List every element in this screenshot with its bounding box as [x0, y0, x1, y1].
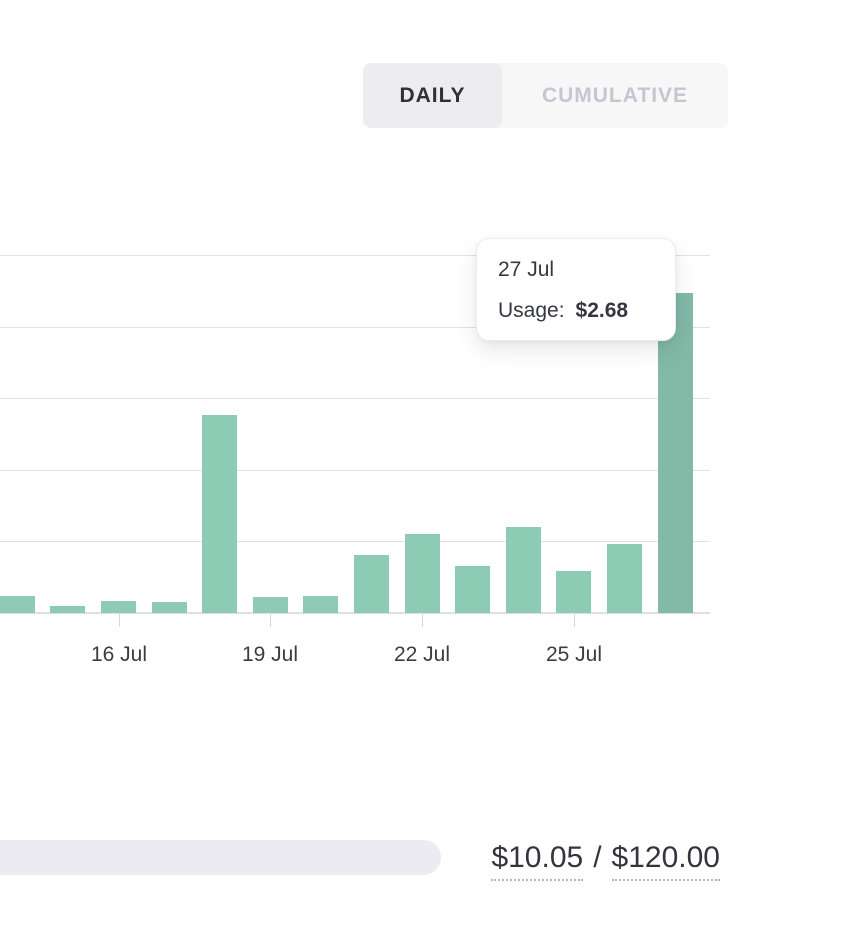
tooltip-usage-value: $2.68: [575, 299, 629, 322]
gridline: [0, 470, 710, 471]
x-axis-label: 22 Jul: [393, 643, 451, 666]
x-axis: 16 Jul 19 Jul 22 Jul 25 Jul: [0, 613, 710, 673]
chart-bar-18-jul[interactable]: [202, 415, 238, 613]
current-usage-amount[interactable]: $10.05: [491, 841, 584, 881]
chart-bar-16-jul[interactable]: [101, 601, 137, 613]
chart-bar-17-jul[interactable]: [151, 602, 187, 613]
chart-bar-14-jul[interactable]: [0, 596, 35, 613]
usage-limit-amount[interactable]: $120.00: [611, 841, 720, 881]
chart-bar-15-jul[interactable]: [50, 606, 86, 613]
usage-progress-track: [0, 840, 441, 875]
chart-tooltip: 27 Jul Usage: $2.68: [476, 238, 676, 341]
x-axis-tick: [422, 614, 423, 627]
x-axis-label: 19 Jul: [241, 643, 299, 666]
x-axis-label: 16 Jul: [90, 643, 148, 666]
x-axis-tick: [119, 614, 120, 627]
tab-daily[interactable]: DAILY: [363, 63, 502, 128]
gridline: [0, 541, 710, 542]
gridline: [0, 398, 710, 399]
chart-bar-21-jul[interactable]: [353, 555, 389, 613]
chart-bar-23-jul[interactable]: [455, 566, 491, 613]
chart-bar-20-jul[interactable]: [303, 596, 339, 613]
granularity-toggle: DAILY CUMULATIVE: [363, 63, 728, 128]
gridline: [0, 327, 710, 328]
x-axis-tick: [270, 614, 271, 627]
daily-usage-chart: 16 Jul 19 Jul 22 Jul 25 Jul 27 Jul Usage: $2…: [0, 238, 710, 673]
plot-area: [0, 255, 710, 614]
x-axis-label: 25 Jul: [545, 643, 603, 666]
chart-bar-26-jul[interactable]: [606, 544, 642, 613]
x-axis-tick: [574, 614, 575, 627]
tab-cumulative[interactable]: CUMULATIVE: [502, 63, 728, 128]
chart-bar-24-jul[interactable]: [505, 527, 541, 613]
tooltip-usage-row: Usage: $2.68: [498, 290, 654, 331]
x-axis-line: [0, 612, 710, 614]
tooltip-date: 27 Jul: [498, 258, 555, 281]
usage-amounts: $10.05 / $120.00: [491, 841, 720, 881]
chart-bar-22-jul[interactable]: [404, 534, 440, 613]
chart-bar-25-jul[interactable]: [556, 571, 592, 613]
chart-bar-19-jul[interactable]: [252, 597, 288, 613]
tooltip-usage-label: Usage:: [498, 299, 565, 322]
chart-bar-27-jul[interactable]: [657, 293, 693, 613]
gridline: [0, 255, 710, 256]
amount-separator: /: [593, 841, 602, 874]
